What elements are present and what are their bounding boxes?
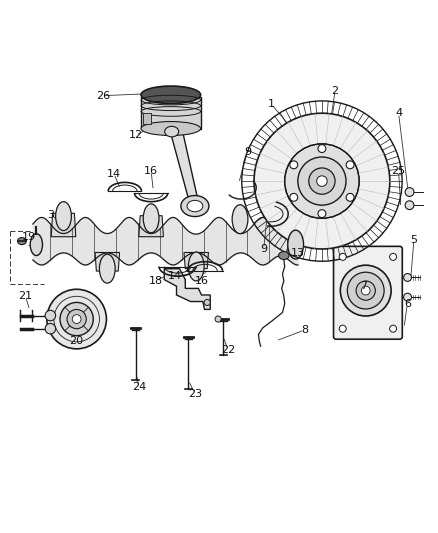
Text: 18: 18 [148,276,162,286]
Polygon shape [139,216,163,237]
Text: 8: 8 [301,325,308,335]
Ellipse shape [72,314,81,324]
Ellipse shape [45,310,56,321]
Ellipse shape [288,230,304,259]
Ellipse shape [356,281,375,300]
Text: 7: 7 [360,281,367,291]
Ellipse shape [215,316,221,322]
Text: 25: 25 [392,166,406,176]
Ellipse shape [290,193,298,201]
Text: 19: 19 [21,232,35,242]
Ellipse shape [30,233,42,255]
FancyBboxPatch shape [334,246,402,339]
Ellipse shape [204,300,210,305]
Ellipse shape [389,325,396,332]
Text: 22: 22 [221,345,235,355]
Ellipse shape [143,204,159,233]
Ellipse shape [290,161,298,169]
Text: 12: 12 [129,130,143,140]
Text: 26: 26 [96,91,110,101]
Text: 16: 16 [144,166,158,176]
Ellipse shape [318,144,326,152]
Text: 3: 3 [47,210,54,220]
Text: 20: 20 [70,336,84,346]
Ellipse shape [405,188,414,197]
Text: 2: 2 [332,86,339,96]
Polygon shape [143,113,151,124]
Text: 13: 13 [291,248,305,259]
Polygon shape [184,253,208,269]
Text: 5: 5 [410,235,417,245]
Ellipse shape [361,286,370,295]
Ellipse shape [181,196,209,216]
Ellipse shape [318,209,326,217]
Polygon shape [141,96,201,128]
Ellipse shape [339,253,346,260]
Ellipse shape [317,176,327,187]
Ellipse shape [339,325,346,332]
Ellipse shape [340,265,391,316]
Text: 6: 6 [404,298,411,309]
Ellipse shape [47,289,106,349]
Ellipse shape [389,253,396,260]
Ellipse shape [60,302,93,336]
Ellipse shape [45,324,56,334]
Ellipse shape [99,254,115,283]
Ellipse shape [403,293,411,301]
Text: 9: 9 [244,147,251,157]
Ellipse shape [232,205,248,233]
Polygon shape [95,253,120,271]
Text: 1: 1 [268,100,275,109]
Ellipse shape [165,126,179,137]
Ellipse shape [254,113,390,249]
Polygon shape [51,213,76,237]
Ellipse shape [285,144,359,219]
Text: 14: 14 [107,168,121,179]
Polygon shape [169,125,199,207]
Ellipse shape [403,273,411,281]
Ellipse shape [279,252,289,260]
Ellipse shape [309,168,335,194]
Ellipse shape [298,157,346,205]
Ellipse shape [188,252,204,281]
Ellipse shape [18,238,26,245]
Ellipse shape [56,201,71,231]
Text: 21: 21 [18,291,32,301]
Ellipse shape [141,86,201,103]
Ellipse shape [67,310,86,329]
Ellipse shape [405,201,414,209]
Text: 24: 24 [132,382,146,392]
Text: 23: 23 [188,389,202,399]
Text: 9: 9 [260,244,267,254]
Ellipse shape [141,122,201,135]
Text: 16: 16 [194,276,208,286]
Ellipse shape [346,193,354,201]
Text: 14: 14 [168,271,182,281]
Ellipse shape [187,200,203,212]
Ellipse shape [347,272,384,309]
Polygon shape [164,269,210,310]
Text: 4: 4 [395,108,402,118]
Ellipse shape [346,161,354,169]
